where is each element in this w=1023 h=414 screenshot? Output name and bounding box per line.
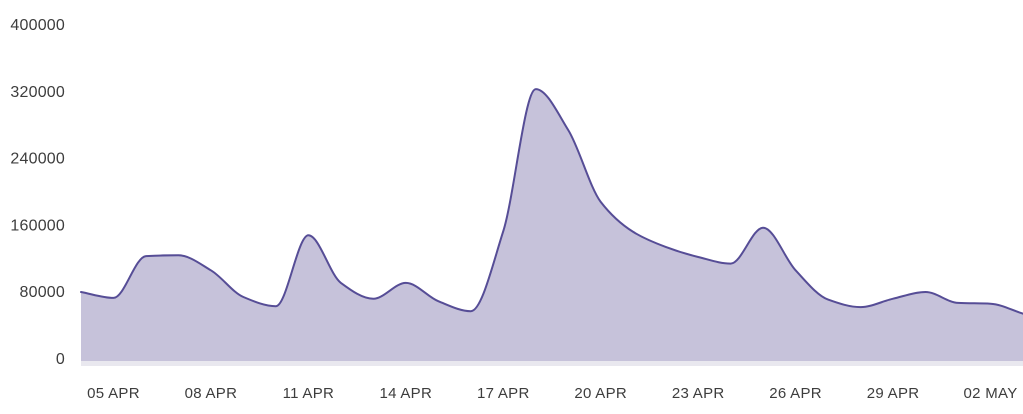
area-line <box>80 88 1023 315</box>
x-axis-tick-label: 23 APR <box>672 385 725 402</box>
y-axis-tick-label: 0 <box>56 351 65 368</box>
x-axis-tick-label: 02 MAY <box>963 385 1017 402</box>
y-axis-tick-label: 80000 <box>20 284 66 301</box>
y-axis-tick-label: 160000 <box>10 217 65 234</box>
x-axis-tick-label: 14 APR <box>379 385 432 402</box>
area-fill <box>81 89 1023 361</box>
x-axis-tick-label: 17 APR <box>477 385 530 402</box>
x-axis-strip <box>81 361 1023 366</box>
x-axis-tick-label: 11 APR <box>283 385 335 402</box>
y-axis-tick-label: 320000 <box>10 84 65 101</box>
x-axis-tick-label: 08 APR <box>185 385 238 402</box>
x-axis-tick-label: 29 APR <box>867 385 920 402</box>
x-axis-tick-label: 20 APR <box>574 385 627 402</box>
x-axis-tick-label: 05 APR <box>87 385 140 402</box>
y-axis-tick-label: 240000 <box>10 151 65 168</box>
x-axis-tick-label: 26 APR <box>769 385 822 402</box>
y-axis-tick-label: 400000 <box>10 17 65 34</box>
